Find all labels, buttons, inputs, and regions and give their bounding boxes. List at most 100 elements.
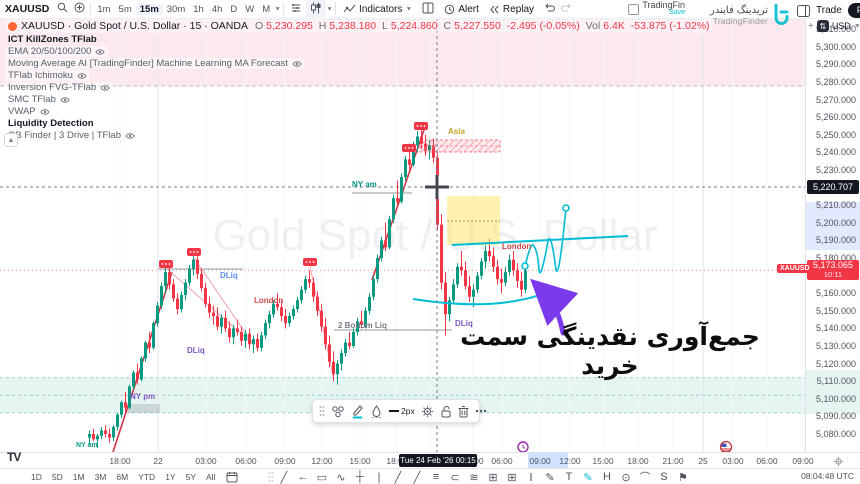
delete-trash-icon[interactable] [456,402,471,420]
lock-icon[interactable] [438,402,454,420]
circle-tool[interactable]: ⊙ [621,471,631,484]
chart-annotation-label[interactable]: DLiq [220,271,238,280]
pencil-tool[interactable]: ✎ [545,471,555,484]
arc-tool[interactable]: ⌒ [639,472,651,484]
visibility-eye-icon[interactable] [292,60,302,68]
line-width-button[interactable]: 2px [387,402,417,420]
settings-gear-icon[interactable] [419,402,436,420]
symbol-search-icon[interactable] [54,2,71,16]
timeframe-1m[interactable]: 1m [97,3,111,15]
candles-style-icon[interactable] [306,0,327,19]
chart-annotation-label[interactable]: London [254,296,284,305]
chart-annotation-label[interactable]: 2 Bottom Liq [338,321,387,330]
parallel-channel-tool[interactable]: ≡ [432,471,440,483]
scale-currency-label[interactable]: USD [831,21,851,31]
chart-annotation-label[interactable]: London [502,242,532,251]
ray-tool[interactable]: ╱ [394,471,402,484]
flag-tool[interactable]: ⚑ [678,471,688,484]
chart-annotation-label[interactable]: DLiq [187,346,205,355]
cross-tool[interactable]: ┼ [356,471,364,483]
arrow-tool[interactable]: ← [297,471,309,483]
tradingview-logo[interactable]: TV [7,450,21,464]
undo-icon[interactable] [539,3,559,16]
price-range-tool[interactable]: Ⅰ [529,471,533,484]
legend-row[interactable]: Inversion FVG-TFlab [5,82,114,93]
legend-row[interactable]: VWAP [5,106,53,117]
redo-icon[interactable] [559,3,575,16]
legend-row[interactable]: TFlab Ichimoku [5,70,90,81]
layout-save-group[interactable]: TradingFin Save [623,1,690,17]
highlighter-tool[interactable]: ✎ [583,471,593,484]
visibility-eye-icon[interactable] [125,132,135,140]
legend-row[interactable]: EMA 20/50/100/200 [5,46,109,57]
line-color-icon[interactable] [349,402,366,420]
go-to-date-icon[interactable] [226,471,238,483]
timeframe-5m[interactable]: 5m [118,3,132,15]
chart-annotation-label[interactable]: Asia [448,127,465,136]
table-tool[interactable]: ⊞ [507,471,517,484]
panel-toggle-icon[interactable] [797,4,810,17]
legend-row[interactable]: Moving Average AI [TradingFinder] Machin… [5,58,305,69]
fill-color-icon[interactable] [368,402,385,420]
legend-collapse-button[interactable]: ▲ [4,133,18,147]
curve-tool[interactable]: S [660,471,668,483]
text-tool[interactable]: T [565,471,573,483]
timeframe-M[interactable]: M [262,3,271,15]
symbol-button[interactable]: XAUUSD [0,1,54,17]
scale-plus-icon[interactable]: + [808,20,814,32]
scale-currency-chevron-icon[interactable]: ▼ [854,23,860,29]
visibility-eye-icon[interactable] [95,48,106,56]
layout-grid-icon[interactable] [417,2,439,17]
publish-button[interactable]: Pub [847,3,860,18]
timeframe-30m[interactable]: 30m [166,3,186,15]
drag-handle-icon[interactable] [317,402,327,420]
range-5y[interactable]: 5Y [185,472,196,482]
disjoint-channel-tool[interactable]: ≋ [469,471,479,484]
chart-annotation-label[interactable]: NY am [76,442,98,449]
range-1y[interactable]: 1Y [165,472,176,482]
polyline-tool[interactable]: ∿ [336,471,346,484]
grid-tool[interactable]: ⊞ [488,471,498,484]
visibility-eye-icon[interactable] [40,108,50,116]
scale-mode-icon[interactable]: ⇅ [816,20,829,32]
vertical-line-tool[interactable]: ∣ [376,471,382,484]
rectangle-tool[interactable]: ▭ [316,471,328,484]
info-line-tool[interactable]: ╱ [413,471,421,484]
replay-button[interactable]: Replay [484,1,539,17]
visibility-eye-icon[interactable] [60,96,70,104]
axis-settings-gear-icon[interactable] [833,456,844,467]
range-3m[interactable]: 3M [94,472,107,482]
more-options-icon[interactable] [473,402,489,420]
legend-title-row[interactable]: XAUUSD · Gold Spot / U.S. Dollar · 15 · … [5,19,713,33]
range-1m[interactable]: 1M [72,472,85,482]
style-template-icon[interactable] [329,402,347,420]
visibility-eye-icon[interactable] [100,84,110,92]
alert-button[interactable]: Alert [439,1,484,17]
chart-annotation-label[interactable]: NY pm [130,392,156,401]
time-axis[interactable]: 18:00 22 03:00 06:00 09:00 12:00 15:00 18:00 21:… [0,452,860,469]
chart-canvas[interactable]: Gold Spot / U.S. Dollar [0,18,805,452]
indicators-button[interactable]: Indicators ▼ [338,1,417,17]
save-link[interactable]: Save [669,9,685,16]
timeframe-15m[interactable]: 15m [135,3,163,15]
visibility-eye-icon[interactable] [77,72,87,80]
candles-style-chevron-icon[interactable]: ▼ [326,6,334,12]
chart-annotation-label[interactable]: NY am [352,180,377,189]
timeframe-W[interactable]: W [245,3,255,15]
timeframe-chevron-icon[interactable]: ▼ [274,6,282,12]
trade-button[interactable]: Trade [816,5,842,16]
tools-drag-handle-icon[interactable] [268,471,274,483]
legend-row[interactable]: OB Finder | 3 Drive | TFlab [5,130,138,141]
timeframe-1h[interactable]: 1h [193,3,204,15]
legend-row[interactable]: ICT KillZones TFlab [5,34,100,45]
price-label-tool[interactable]: H [602,471,611,483]
range-6m[interactable]: 6M [116,472,129,482]
chart-annotation-label[interactable]: DLiq [455,319,473,328]
bar-style-icon[interactable] [286,2,306,17]
price-scale[interactable]: 5,310.000 5,300.000 5,290.000 5,280.000 5,27… [805,18,860,452]
range-all[interactable]: All [206,472,216,482]
range-ytd[interactable]: YTD [138,472,156,482]
legend-row[interactable]: SMC TFlab [5,94,73,105]
range-5d[interactable]: 5D [51,472,63,482]
timeframe-D[interactable]: D [230,3,238,15]
